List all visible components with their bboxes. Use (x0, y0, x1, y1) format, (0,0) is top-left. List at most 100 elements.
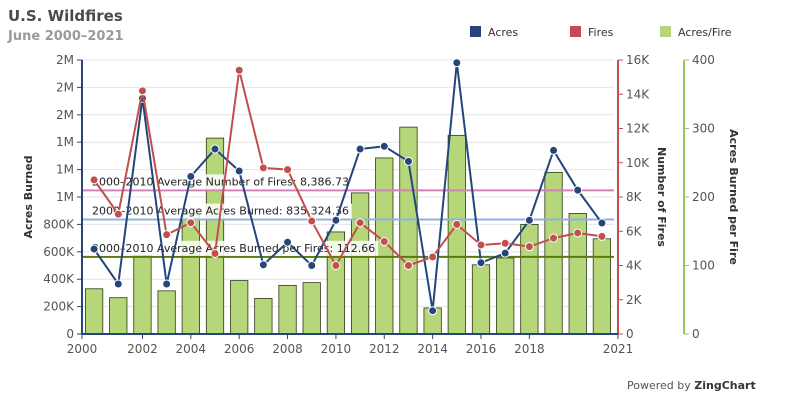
point-fires (89, 175, 99, 185)
point-acres (452, 58, 462, 68)
bar-acres-per-fire (302, 282, 321, 335)
y-tick-label: 2M (56, 53, 74, 67)
y2-tick-label: 16K (626, 53, 650, 67)
y3-tick-label: 400 (692, 53, 715, 67)
point-acres (113, 279, 123, 289)
y-tick-label: 400K (43, 272, 75, 286)
y-tick-label: 0 (66, 327, 74, 341)
point-acres (210, 144, 220, 154)
axes: 0 200K 400K 600K 800K 1M 1M 1M 2M 2M 2M Acres Burne… (22, 53, 740, 356)
y-tick-label: 2M (56, 108, 74, 122)
bar-acres-per-fire (447, 134, 466, 335)
point-acres (307, 261, 317, 270)
x-tick-label: 2006 (224, 342, 255, 356)
point-acres (573, 185, 583, 195)
legend-marker-fires (570, 26, 581, 37)
legend-label-acres: Acres (488, 26, 518, 39)
x-tick-label: 2018 (514, 342, 545, 356)
point-fires (307, 216, 317, 226)
y-tick-label: 2M (56, 80, 74, 94)
point-acres (283, 237, 293, 247)
bar-acres-per-fire (109, 297, 128, 335)
bar-acres-per-fire (84, 288, 104, 335)
x-tick-label: 2002 (127, 342, 158, 356)
reference-line-label: 2000–2010 Average Acres Burned per Fires… (92, 242, 375, 255)
bar-acres-per-fire (278, 284, 297, 335)
bar-acres-per-fire (350, 192, 370, 335)
y-tick-label: 800K (43, 217, 75, 231)
bar-acres-per-fire (133, 254, 152, 335)
point-fires (500, 238, 510, 248)
y2-tick-label: 2K (626, 293, 643, 307)
point-fires (331, 261, 341, 270)
chart-title: U.S. Wildfires (8, 7, 123, 25)
x-tick-label: 2000 (67, 342, 98, 356)
point-acres (186, 171, 196, 181)
legend-marker-acres (470, 26, 481, 37)
point-fires (597, 231, 607, 241)
powered-by-brand: ZingChart (694, 379, 755, 392)
line-series (89, 58, 607, 316)
bar-acres-per-fire (230, 280, 249, 335)
point-fires (379, 237, 389, 247)
y2-axis-title: Number of Fires (655, 147, 668, 247)
point-fires (549, 233, 559, 243)
y-tick-label: 200K (43, 300, 75, 314)
point-acres (549, 145, 559, 155)
y2-tick-label: 12K (626, 122, 650, 136)
point-acres (355, 144, 365, 154)
point-acres (428, 306, 438, 316)
point-fires (137, 86, 147, 96)
y-tick-label: 600K (43, 245, 75, 259)
point-acres (476, 258, 486, 268)
y2-tick-label: 14K (626, 87, 650, 101)
point-fires (403, 261, 413, 270)
point-acres (234, 166, 244, 176)
point-fires (283, 165, 293, 175)
bar-acres-per-fire (254, 297, 273, 335)
y-tick-label: 1M (56, 135, 74, 149)
point-acres (162, 279, 172, 289)
y3-axis-title: Acres Burned per Fire (727, 129, 740, 265)
bar-acres-per-fire (592, 238, 612, 335)
point-fires (428, 252, 438, 262)
point-fires (476, 240, 486, 250)
point-acres (597, 218, 607, 228)
point-fires (258, 163, 268, 173)
bar-acres-per-fire (205, 137, 225, 335)
powered-by[interactable]: Powered by ZingChart (627, 379, 756, 392)
y-axis-title: Acres Burned (22, 155, 35, 238)
y-tick-label: 1M (56, 163, 74, 177)
point-fires (186, 218, 196, 228)
point-acres (258, 260, 268, 270)
point-acres (331, 215, 341, 225)
y2-tick-label: 6K (626, 224, 643, 238)
x-tick-label: 2010 (321, 342, 352, 356)
point-fires (113, 209, 123, 219)
point-acres (403, 156, 413, 166)
x-tick-label: 2012 (369, 342, 400, 356)
point-acres (379, 141, 389, 151)
legend-label-fires: Fires (588, 26, 614, 39)
y3-tick-label: 0 (692, 327, 700, 341)
series-line-acres (93, 62, 603, 311)
point-acres (500, 248, 510, 258)
point-fires (452, 219, 462, 229)
x-tick-label: 2021 (603, 342, 634, 356)
point-fires (234, 65, 244, 75)
point-acres (524, 215, 534, 225)
bar-acres-per-fire (544, 171, 563, 335)
point-fires (573, 228, 583, 238)
y3-tick-label: 200 (692, 190, 715, 204)
powered-by-prefix: Powered by (627, 379, 694, 392)
bars-acres-per-fire (84, 126, 612, 335)
legend: Acres Fires Acres/Fire (470, 26, 732, 39)
legend-label-acres-fire: Acres/Fire (678, 26, 732, 39)
y2-tick-label: 10K (626, 156, 650, 170)
series-line-fires (93, 70, 603, 268)
x-tick-label: 2004 (176, 342, 207, 356)
point-fires (524, 242, 534, 252)
y2-tick-label: 8K (626, 190, 643, 204)
bar-acres-per-fire (496, 257, 515, 335)
